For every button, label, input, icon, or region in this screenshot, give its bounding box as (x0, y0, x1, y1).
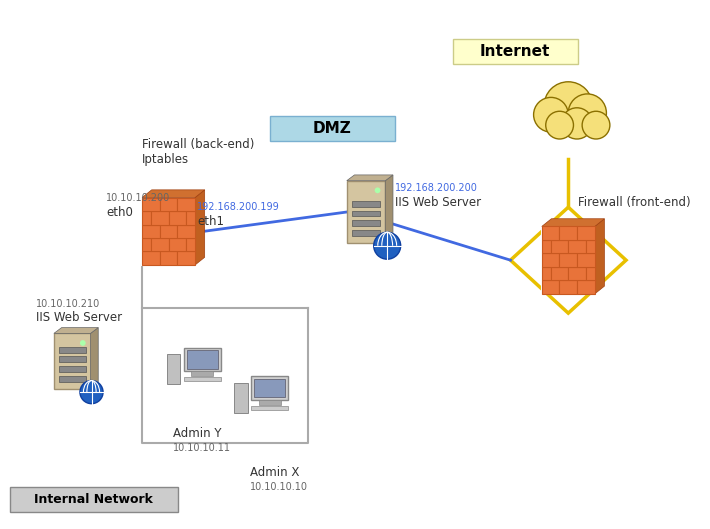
Bar (160, 197, 178, 211)
Bar (191, 371, 213, 376)
Polygon shape (542, 219, 604, 226)
Text: 10.10.10.10: 10.10.10.10 (251, 481, 308, 491)
Polygon shape (346, 175, 393, 181)
Circle shape (373, 232, 400, 259)
Bar (151, 211, 168, 224)
Bar (167, 354, 180, 385)
Bar (559, 226, 577, 240)
Bar (586, 267, 595, 280)
Bar (10, 488, 178, 512)
Polygon shape (54, 327, 98, 333)
Bar (142, 211, 151, 224)
Bar (168, 238, 186, 251)
Circle shape (544, 82, 593, 130)
Bar (542, 226, 559, 240)
Circle shape (375, 187, 381, 193)
Bar (142, 197, 160, 211)
Text: DMZ: DMZ (313, 121, 351, 136)
Bar (270, 116, 395, 141)
Text: IIS Web Server: IIS Web Server (36, 312, 121, 324)
Bar (142, 197, 195, 265)
Bar (234, 383, 248, 413)
Bar (151, 238, 168, 251)
Bar (184, 377, 221, 381)
Bar (59, 357, 86, 362)
Polygon shape (91, 327, 98, 389)
Bar (559, 280, 577, 294)
Bar (586, 240, 595, 253)
Bar (351, 201, 381, 207)
Bar (168, 211, 186, 224)
Bar (178, 197, 195, 211)
Bar (577, 253, 595, 267)
Bar (160, 251, 178, 265)
Bar (559, 253, 577, 267)
Polygon shape (386, 175, 393, 243)
Text: Internet: Internet (480, 44, 550, 59)
Text: 10.10.10.210: 10.10.10.210 (36, 298, 100, 308)
Text: Admin Y: Admin Y (173, 427, 222, 440)
Bar (551, 240, 568, 253)
Bar (59, 366, 86, 372)
Bar (258, 400, 280, 405)
Text: IIS Web Server: IIS Web Server (395, 196, 481, 209)
Bar (142, 224, 160, 238)
Bar (542, 240, 551, 253)
Bar (59, 347, 86, 353)
Bar (542, 226, 595, 294)
Circle shape (568, 94, 606, 132)
Bar (59, 376, 86, 381)
Bar (254, 379, 285, 397)
Text: Firewall (front-end): Firewall (front-end) (578, 196, 691, 209)
Polygon shape (195, 190, 204, 265)
Bar (142, 238, 151, 251)
Bar (351, 211, 381, 216)
Text: 10.10.10.11: 10.10.10.11 (173, 443, 231, 453)
Text: 10.10.10.200: 10.10.10.200 (106, 193, 170, 203)
Bar (142, 251, 160, 265)
Bar (351, 220, 381, 226)
Text: eth0: eth0 (106, 205, 133, 218)
Bar (346, 181, 386, 243)
Bar (186, 238, 195, 251)
Bar (178, 251, 195, 265)
Bar (251, 406, 288, 410)
Text: Firewall (back-end)
Iptables: Firewall (back-end) Iptables (141, 138, 254, 166)
Bar (577, 226, 595, 240)
Bar (542, 267, 551, 280)
Bar (178, 224, 195, 238)
Bar (542, 280, 559, 294)
Bar (551, 267, 568, 280)
Circle shape (562, 108, 593, 139)
Text: eth1: eth1 (197, 215, 224, 228)
Bar (568, 267, 586, 280)
Bar (351, 230, 381, 235)
Bar (542, 253, 559, 267)
Bar (568, 240, 586, 253)
Polygon shape (142, 190, 204, 197)
Text: 192.168.200.200: 192.168.200.200 (395, 183, 478, 193)
Bar (187, 351, 218, 369)
Circle shape (534, 97, 568, 132)
Bar (251, 377, 288, 400)
Circle shape (80, 380, 103, 404)
Polygon shape (595, 219, 604, 294)
Bar (160, 224, 178, 238)
Bar (186, 211, 195, 224)
Bar (184, 348, 221, 371)
Text: Admin X: Admin X (251, 466, 300, 479)
Circle shape (80, 340, 86, 346)
Circle shape (582, 111, 610, 139)
Text: Internal Network: Internal Network (35, 493, 153, 506)
Text: 192.168.200.199: 192.168.200.199 (197, 202, 280, 212)
Bar (577, 280, 595, 294)
Circle shape (546, 111, 574, 139)
Bar (54, 333, 91, 389)
Bar (453, 39, 578, 63)
